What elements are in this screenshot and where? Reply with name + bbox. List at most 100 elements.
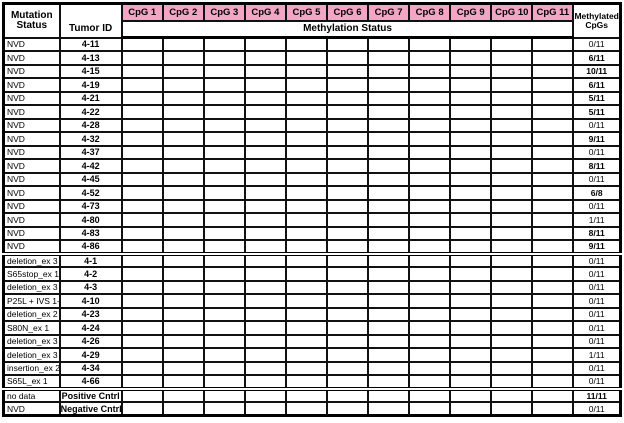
methylation-cell-4-32-cpg7: [367, 131, 411, 147]
methylation-cell-4-28-cpg4: [243, 117, 287, 133]
methylation-cell-4-52-cpg2: [161, 185, 205, 201]
table-row-4-1: deletion_ex 3 4-1 0/11: [2, 251, 622, 268]
methylation-cell-negative-cntrl-cpg10: [490, 401, 534, 417]
methylation-cell-4-15-cpg11: [531, 63, 575, 79]
tumor-id-cell: 4-2: [58, 266, 123, 282]
methylation-cell-4-73-cpg6: [325, 198, 370, 214]
header-text-line: Mutation: [10, 9, 53, 21]
mutation-status-cell: NVD: [2, 158, 61, 174]
methylation-cell-4-26-cpg4: [243, 333, 287, 349]
methylation-cell-4-22-cpg7: [367, 104, 411, 120]
methylation-cell-4-11-cpg6: [325, 36, 370, 52]
methylation-cell-4-86-cpg4: [243, 239, 287, 255]
methylation-cell-4-24-cpg1: [120, 320, 164, 336]
methylation-cell-4-11-cpg1: [120, 36, 164, 52]
methylation-cell-4-19-cpg2: [161, 77, 205, 93]
methylation-cell-4-37-cpg11: [531, 144, 575, 160]
methylation-cell-4-42-cpg2: [161, 158, 205, 174]
methylation-cell-4-10-cpg4: [243, 293, 287, 309]
methylation-cell-4-13-cpg1: [120, 50, 164, 66]
table-row-4-83: NVD 4-83 8/11: [2, 225, 622, 241]
methylation-cell-4-66-cpg10: [490, 374, 534, 390]
column-header-cpg-4: CpG 4: [243, 2, 287, 22]
methylation-cell-4-15-cpg5: [284, 63, 328, 79]
mutation-status-cell: NVD: [2, 36, 61, 52]
methylation-cell-4-45-cpg3: [202, 171, 246, 187]
methylation-cell-4-29-cpg8: [408, 347, 452, 363]
methylation-cell-4-21-cpg9: [449, 90, 493, 106]
methylation-cell-4-45-cpg8: [408, 171, 452, 187]
methylation-cell-4-73-cpg9: [449, 198, 493, 214]
methylation-cell-4-42-cpg9: [449, 158, 493, 174]
methylation-cell-4-34-cpg1: [120, 360, 164, 376]
methylation-cell-4-26-cpg11: [531, 333, 575, 349]
methylation-cell-4-66-cpg2: [161, 374, 205, 390]
methylation-cell-4-83-cpg4: [243, 225, 287, 241]
methylation-cell-4-83-cpg6: [325, 225, 370, 241]
methylation-cell-4-13-cpg2: [161, 50, 205, 66]
methylation-cell-4-24-cpg4: [243, 320, 287, 336]
methylation-cell-4-73-cpg11: [531, 198, 575, 214]
methylation-cell-4-86-cpg1: [120, 239, 164, 255]
methylation-cell-4-1-cpg8: [408, 251, 452, 268]
methylation-cell-4-15-cpg6: [325, 63, 370, 79]
tumor-id-cell: 4-13: [58, 50, 123, 66]
methylation-cell-negative-cntrl-cpg8: [408, 401, 452, 417]
methylation-cell-4-52-cpg4: [243, 185, 287, 201]
methylation-cell-4-52-cpg3: [202, 185, 246, 201]
methylation-cell-negative-cntrl-cpg1: [120, 401, 164, 417]
methylation-cell-4-45-cpg7: [367, 171, 411, 187]
tumor-id-cell: 4-23: [58, 306, 123, 322]
methylation-cell-negative-cntrl-cpg3: [202, 401, 246, 417]
methylation-cell-4-86-cpg10: [490, 239, 534, 255]
methylation-cell-4-29-cpg1: [120, 347, 164, 363]
methylation-cell-4-1-cpg7: [367, 251, 411, 268]
methylation-cell-4-80-cpg1: [120, 212, 164, 228]
methylation-cell-4-11-cpg2: [161, 36, 205, 52]
methylation-cell-4-37-cpg8: [408, 144, 452, 160]
methylation-cell-4-21-cpg8: [408, 90, 452, 106]
methylation-cell-4-15-cpg9: [449, 63, 493, 79]
methylation-cell-4-32-cpg11: [531, 131, 575, 147]
methylation-cell-4-13-cpg8: [408, 50, 452, 66]
mutation-status-cell: deletion_ex 2: [2, 306, 61, 322]
mutation-status-cell: NVD: [2, 104, 61, 120]
methylation-cell-4-34-cpg10: [490, 360, 534, 376]
methylation-cell-4-1-cpg4: [243, 251, 287, 268]
table-row-4-3: deletion_ex 3 4-3 0/11: [2, 279, 622, 295]
methylation-cell-4-22-cpg8: [408, 104, 452, 120]
table-row-4-34: insertion_ex 2 4-34 0/11: [2, 360, 622, 376]
table-row-4-86: NVD 4-86 9/11: [2, 239, 622, 255]
methylated-cpgs-count: 0/11: [572, 117, 622, 133]
methylation-cell-4-80-cpg6: [325, 212, 370, 228]
tumor-id-cell: 4-10: [58, 293, 123, 309]
methylation-cell-4-2-cpg5: [284, 266, 328, 282]
methylation-cell-4-1-cpg6: [325, 251, 370, 268]
methylation-cell-4-13-cpg7: [367, 50, 411, 66]
tumor-id-cell: 4-15: [58, 63, 123, 79]
methylation-cell-4-10-cpg10: [490, 293, 534, 309]
methylation-cell-4-21-cpg7: [367, 90, 411, 106]
table-row-4-52: NVD 4-52 6/8: [2, 185, 622, 201]
methylation-cell-4-2-cpg10: [490, 266, 534, 282]
methylation-cell-4-42-cpg11: [531, 158, 575, 174]
methylation-cell-4-10-cpg11: [531, 293, 575, 309]
methylation-cell-4-73-cpg1: [120, 198, 164, 214]
column-header-cpg-5: CpG 5: [284, 2, 328, 22]
methylation-cell-4-34-cpg4: [243, 360, 287, 376]
methylation-cell-4-13-cpg10: [490, 50, 534, 66]
mutation-status-cell: NVD: [2, 131, 61, 147]
table-row-4-23: deletion_ex 2 4-23 0/11: [2, 306, 622, 322]
methylation-cell-4-22-cpg3: [202, 104, 246, 120]
methylation-cell-4-42-cpg1: [120, 158, 164, 174]
methylated-cpgs-count: 0/11: [572, 144, 622, 160]
mutation-status-cell: NVD: [2, 198, 61, 214]
methylation-cell-4-11-cpg10: [490, 36, 534, 52]
methylated-cpgs-count: 0/11: [572, 320, 622, 336]
methylation-cell-4-19-cpg9: [449, 77, 493, 93]
methylation-cell-4-11-cpg11: [531, 36, 575, 52]
methylation-cell-4-73-cpg8: [408, 198, 452, 214]
methylation-cell-4-2-cpg2: [161, 266, 205, 282]
methylation-cell-4-26-cpg3: [202, 333, 246, 349]
mutation-status-cell: NVD: [2, 171, 61, 187]
